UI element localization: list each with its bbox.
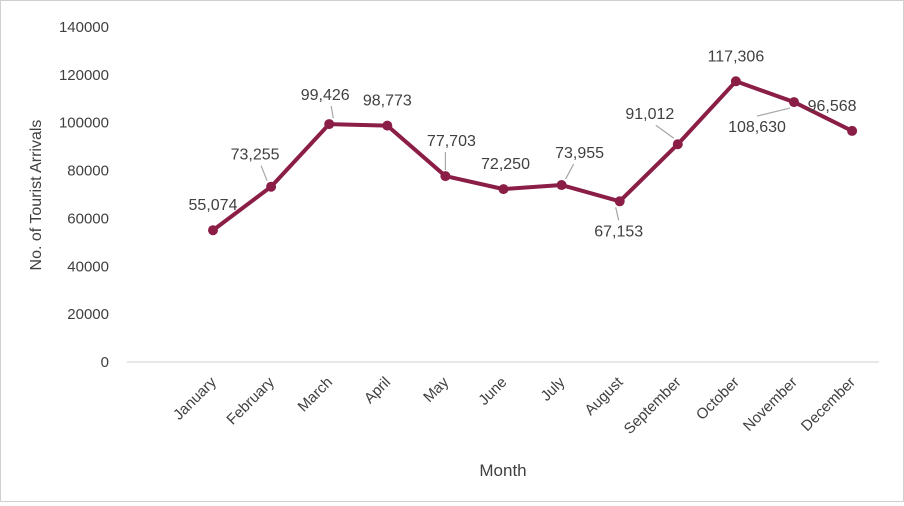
x-tick-label: May: [420, 373, 452, 405]
leader-line: [615, 207, 620, 221]
data-point: [847, 125, 858, 136]
data-labels: 55,074 73,255 99,426 98,773 77,703 72,250 73,9…: [189, 48, 857, 240]
data-label: 91,012: [625, 106, 674, 123]
y-tick-labels: 0 20000 40000 60000 80000 100000 120000 140000: [59, 19, 109, 371]
x-tick-label: February: [223, 373, 278, 428]
data-label: 108,630: [728, 119, 786, 136]
data-point: [614, 196, 625, 207]
x-tick-label: January: [170, 373, 220, 423]
leader-line: [756, 107, 791, 117]
data-label: 73,255: [231, 147, 280, 164]
x-tick-label: March: [295, 374, 336, 415]
x-axis-title: Month: [479, 461, 526, 480]
x-tick-label: September: [621, 374, 685, 438]
x-tick-label: April: [361, 374, 394, 407]
x-tick-label: December: [798, 374, 859, 435]
data-label: 117,306: [708, 48, 765, 65]
y-tick-label: 60000: [67, 210, 109, 227]
data-point: [324, 119, 335, 130]
y-tick-label: 20000: [67, 306, 109, 323]
y-axis-title: No. of Tourist Arrivals: [28, 120, 45, 271]
data-point: [382, 120, 393, 131]
data-label: 72,250: [481, 156, 530, 173]
data-point: [789, 97, 799, 108]
data-label: 77,703: [427, 133, 476, 150]
y-tick-label: 80000: [67, 163, 109, 180]
leader-line: [330, 105, 334, 119]
leader-line: [565, 163, 575, 180]
data-label: 55,074: [189, 197, 238, 214]
data-point: [208, 225, 218, 236]
x-tick-labels: January February March April May June July Augu…: [170, 373, 859, 437]
x-tick-label: July: [538, 373, 569, 404]
y-tick-label: 140000: [59, 19, 109, 36]
data-label: 67,153: [594, 223, 643, 240]
series-line-layer: [211, 79, 855, 233]
data-point: [556, 180, 567, 191]
leader-line: [260, 165, 268, 181]
x-tick-label: August: [581, 373, 627, 419]
data-label: 98,773: [363, 93, 412, 110]
data-label-leaders: [260, 105, 791, 221]
data-points: [208, 76, 858, 236]
data-point: [440, 171, 451, 182]
data-point: [730, 76, 741, 87]
series-line: [211, 79, 855, 233]
data-point: [266, 181, 277, 192]
y-tick-label: 100000: [59, 115, 109, 132]
y-tick-label: 40000: [67, 258, 109, 275]
y-tick-label: 0: [101, 354, 109, 371]
data-label: 96,568: [808, 98, 857, 115]
data-label: 99,426: [301, 87, 350, 104]
data-point: [672, 139, 683, 150]
x-tick-label: November: [740, 374, 801, 435]
x-tick-label: October: [693, 374, 743, 424]
data-label: 73,955: [555, 145, 604, 162]
data-point: [498, 184, 509, 195]
leader-line: [655, 124, 675, 139]
x-tick-label: June: [475, 374, 510, 409]
y-tick-label: 120000: [59, 67, 109, 84]
